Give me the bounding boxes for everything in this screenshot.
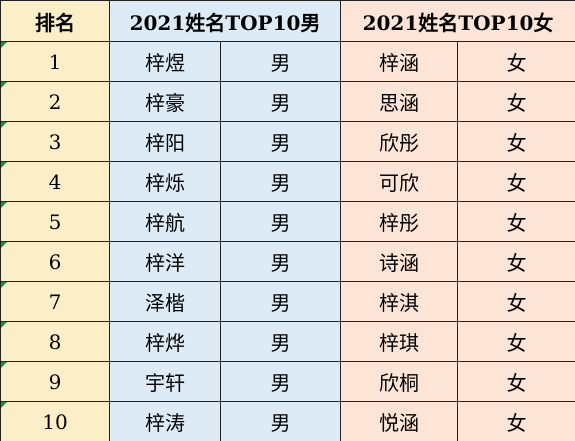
cell-girl-sex[interactable]: 女 [457,361,575,402]
cell-boy-name[interactable]: 梓航 [109,201,221,242]
cell-girl-name[interactable]: 可欣 [340,161,458,202]
cell-girl-name[interactable]: 梓淇 [340,281,458,322]
cell-girl-sex[interactable]: 女 [457,241,575,282]
cell-rank[interactable]: 7 [0,281,110,322]
cell-boy-sex[interactable]: 男 [220,401,341,441]
cell-girl-name[interactable]: 梓彤 [340,201,458,242]
cell-rank[interactable]: 5 [0,201,110,242]
cell-girl-sex[interactable]: 女 [457,281,575,322]
cell-rank[interactable]: 9 [0,361,110,402]
cell-boy-sex[interactable]: 男 [220,361,341,402]
cell-boy-name[interactable]: 泽楷 [109,281,221,322]
header-rank-label: 排名 [35,10,75,35]
header-girls[interactable]: 2021姓名TOP10女 [340,0,575,42]
cell-boy-name[interactable]: 梓烁 [109,161,221,202]
cell-girl-name[interactable]: 欣彤 [340,121,458,162]
table-row: 1 梓煜男梓涵女 [0,41,575,82]
cell-rank[interactable]: 6 [0,241,110,282]
cell-girl-name[interactable]: 思涵 [340,81,458,122]
cell-boy-sex[interactable]: 男 [220,281,341,322]
table-row: 7 泽楷男梓淇女 [0,281,575,322]
cell-boy-name[interactable]: 梓烨 [109,321,221,362]
cell-rank[interactable]: 8 [0,321,110,362]
cell-rank[interactable]: 1 [0,41,110,82]
cell-girl-sex[interactable]: 女 [457,401,575,441]
table-row: 9 宇轩男欣桐女 [0,361,575,402]
table-row: 2 梓豪男思涵女 [0,81,575,122]
cell-boy-name[interactable]: 梓煜 [109,41,221,82]
cell-boy-sex[interactable]: 男 [220,321,341,362]
table-row: 4 梓烁男可欣女 [0,161,575,202]
cell-boy-sex[interactable]: 男 [220,201,341,242]
cell-girl-sex[interactable]: 女 [457,161,575,202]
cell-girl-name[interactable]: 梓涵 [340,41,458,82]
cell-girl-name[interactable]: 梓琪 [340,321,458,362]
table-row: 5 梓航男梓彤女 [0,201,575,242]
cell-boy-sex[interactable]: 男 [220,161,341,202]
cell-boy-sex[interactable]: 男 [220,81,341,122]
header-row: 排名 2021姓名TOP10男 2021姓名TOP10女 [0,0,575,42]
cell-boy-name[interactable]: 梓洋 [109,241,221,282]
cell-girl-sex[interactable]: 女 [457,41,575,82]
cell-girl-name[interactable]: 诗涵 [340,241,458,282]
cell-rank[interactable]: 4 [0,161,110,202]
cell-boy-name[interactable]: 梓涛 [109,401,221,441]
header-boys-label: 2021姓名TOP10男 [129,10,321,35]
cell-girl-sex[interactable]: 女 [457,81,575,122]
cell-boy-name[interactable]: 梓豪 [109,81,221,122]
table-row: 10 梓涛男悦涵女 [0,401,575,441]
cell-boy-sex[interactable]: 男 [220,121,341,162]
cell-girl-sex[interactable]: 女 [457,201,575,242]
table-row: 8 梓烨男梓琪女 [0,321,575,362]
cell-boy-sex[interactable]: 男 [220,241,341,282]
cell-rank[interactable]: 10 [0,401,110,441]
cell-girl-name[interactable]: 悦涵 [340,401,458,441]
cell-boy-name[interactable]: 宇轩 [109,361,221,402]
header-girls-label: 2021姓名TOP10女 [362,10,554,35]
cell-rank[interactable]: 2 [0,81,110,122]
header-rank[interactable]: 排名 [0,0,110,42]
cell-girl-sex[interactable]: 女 [457,121,575,162]
header-boys[interactable]: 2021姓名TOP10男 [109,0,341,42]
cell-boy-sex[interactable]: 男 [220,41,341,82]
cell-girl-name[interactable]: 欣桐 [340,361,458,402]
cell-boy-name[interactable]: 梓阳 [109,121,221,162]
cell-girl-sex[interactable]: 女 [457,321,575,362]
table-row: 6 梓洋男诗涵女 [0,241,575,282]
table-row: 3 梓阳男欣彤女 [0,121,575,162]
cell-rank[interactable]: 3 [0,121,110,162]
